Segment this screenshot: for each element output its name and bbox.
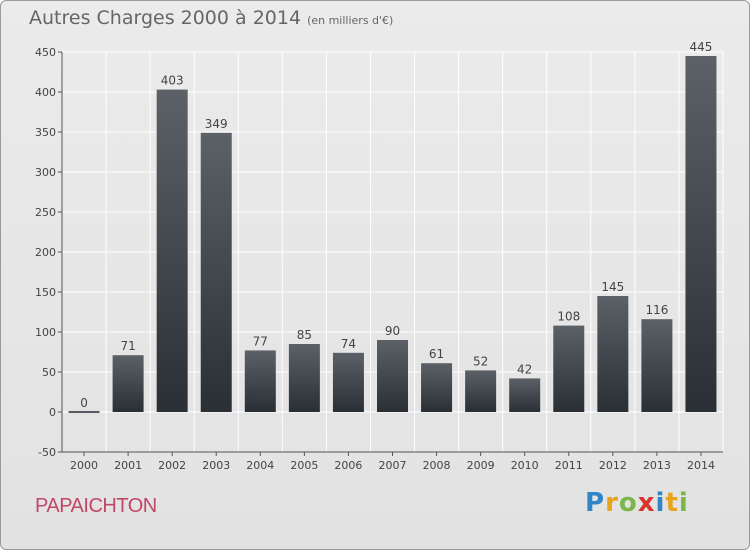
x-tick-label-2007: 2007	[379, 459, 407, 472]
bar-2008	[421, 363, 453, 412]
y-tick-label: 50	[42, 366, 56, 379]
data-label-2009: 52	[473, 354, 488, 368]
x-tick-label-2010: 2010	[511, 459, 539, 472]
bar-2011	[553, 325, 585, 412]
bar-2007	[377, 340, 408, 412]
bars	[68, 56, 717, 413]
data-label-2010: 42	[517, 362, 532, 376]
bar-2012	[597, 296, 629, 412]
y-tick-label: 200	[35, 246, 56, 259]
data-label-2001: 71	[120, 339, 135, 353]
y-tick-label: 100	[35, 326, 56, 339]
x-tick-label-2013: 2013	[643, 459, 671, 472]
y-tick-label: -50	[38, 446, 56, 459]
x-tick-label-2011: 2011	[555, 459, 583, 472]
logo-letter: t	[665, 488, 679, 518]
x-tick-label-2003: 2003	[202, 459, 230, 472]
y-tick-label: 150	[35, 286, 56, 299]
y-tick-label: 400	[35, 86, 56, 99]
data-labels: 0 71 403 349 77 85 74 90 61 52 42 108 145 116 445	[80, 40, 712, 410]
y-tick-label: 450	[35, 46, 56, 59]
axes	[58, 51, 723, 456]
x-tick-labels: 2000 2001 2002 2003 2004 2005 2006 2007 2008 2009…	[70, 459, 715, 472]
x-tick-label-2002: 2002	[158, 459, 186, 472]
bar-2009	[465, 370, 497, 412]
bar-2004	[244, 350, 276, 412]
data-label-2013: 116	[645, 303, 668, 317]
logo-letter: i	[678, 488, 689, 518]
logo-letter: P	[585, 488, 606, 518]
bar-2010	[509, 378, 541, 412]
x-tick-label-2014: 2014	[687, 459, 715, 472]
bar-2013	[641, 319, 673, 412]
x-tick-label-2012: 2012	[599, 459, 627, 472]
data-label-2012: 145	[601, 280, 624, 294]
data-label-2003: 349	[205, 117, 228, 131]
chart-subtitle: (en milliers d'€)	[307, 14, 394, 27]
bar-2003	[200, 132, 232, 413]
brand-logo: Proxiti	[585, 488, 689, 518]
commune-name: PAPAICHTON	[35, 495, 157, 517]
data-label-2002: 403	[161, 74, 184, 88]
y-tick-label: 0	[49, 406, 56, 419]
y-tick-labels: -50 0 50 100 150 200 250 300 350 400 450	[35, 46, 56, 459]
chart-title: Autres Charges 2000 à 2014 (en milliers d…	[29, 7, 393, 29]
x-tick-label-2001: 2001	[114, 459, 142, 472]
data-label-2004: 77	[253, 334, 268, 348]
logo-letter: r	[605, 488, 619, 518]
x-tick-label-2006: 2006	[334, 459, 362, 472]
data-label-2014: 445	[690, 40, 713, 54]
y-tick-label: 250	[35, 206, 56, 219]
y-tick-label: 300	[35, 166, 56, 179]
data-label-2006: 74	[341, 337, 356, 351]
data-label-2008: 61	[429, 347, 444, 361]
logo-letter: x	[637, 488, 656, 518]
logo-letter: o	[618, 488, 638, 518]
y-tick-label: 350	[35, 126, 56, 139]
data-label-2000: 0	[80, 396, 88, 410]
data-label-2007: 90	[385, 324, 400, 338]
data-label-2011: 108	[557, 310, 580, 324]
chart-title-text: Autres Charges 2000 à 2014	[29, 7, 302, 29]
x-tick-label-2008: 2008	[423, 459, 451, 472]
logo-letter: i	[655, 488, 666, 518]
x-tick-label-2000: 2000	[70, 459, 98, 472]
bar-2002	[156, 89, 188, 412]
x-tick-label-2009: 2009	[467, 459, 495, 472]
bar-2005	[288, 344, 320, 412]
data-label-2005: 85	[297, 328, 312, 342]
bar-2014	[685, 56, 717, 412]
bar-2006	[332, 352, 364, 412]
x-tick-label-2004: 2004	[246, 459, 274, 472]
x-tick-label-2005: 2005	[290, 459, 318, 472]
bar-2001	[112, 355, 144, 412]
